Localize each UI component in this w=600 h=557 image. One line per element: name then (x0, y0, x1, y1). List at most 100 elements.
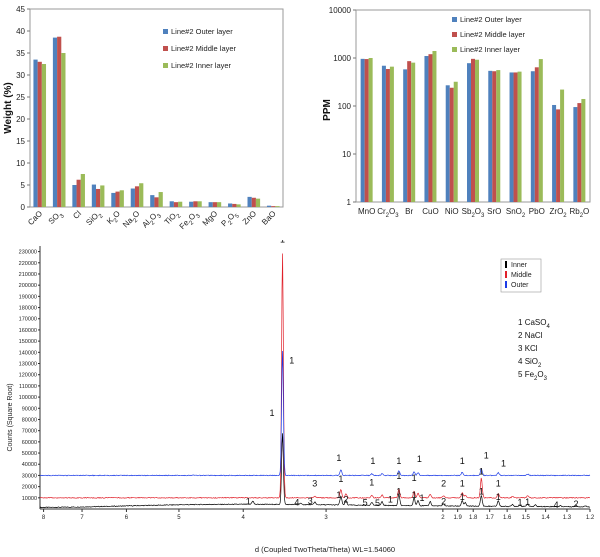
peak-annotation: 1 (496, 492, 501, 502)
x-tick-label: SO3 (47, 209, 66, 228)
bar (193, 201, 198, 207)
peak-annotation: 1 (412, 490, 417, 500)
phase-key-entry: 2 NaCl (518, 331, 543, 340)
x-tick-label: 7 (80, 515, 84, 521)
y-tick-label: 30000 (22, 473, 37, 479)
bar (509, 72, 514, 203)
phase-key-entry: 4 SiO2 (518, 357, 542, 369)
y-tick-label: 230000 (19, 250, 37, 256)
y-tick-label: 80000 (22, 417, 37, 423)
x-tick-label: 1.6 (503, 515, 512, 521)
bar (189, 201, 194, 207)
x-tick-label: 8 (42, 515, 46, 521)
peak-annotation: 3 (312, 479, 317, 489)
bar (467, 63, 471, 202)
bar (403, 69, 408, 202)
legend-swatch (452, 17, 457, 22)
y-tick-label: 40000 (22, 462, 37, 468)
bar (517, 71, 522, 202)
bar (100, 185, 105, 207)
peak-annotation: 1 (336, 453, 341, 463)
y-tick-label: 180000 (19, 306, 37, 312)
peak-annotation: 1 (484, 451, 489, 461)
bar (57, 36, 62, 207)
bar (37, 61, 42, 207)
bar (360, 58, 365, 202)
y-tick-label: 1000 (333, 54, 351, 63)
bar (197, 201, 202, 207)
x-tick-label: ZnO (241, 209, 258, 226)
bar (381, 65, 386, 202)
x-tick-label: 6 (125, 515, 129, 521)
y-tick-label: 25 (16, 93, 25, 102)
weight-percent-bar-chart: 0 5 10 15 20 25 30 35 40 45 Weight (%) CaO SO3 Cl SiO2… (3, 5, 284, 234)
bar (80, 174, 85, 207)
y-tick-label: 200000 (19, 283, 37, 289)
x-tick-label: 2 (441, 515, 445, 521)
bar (389, 66, 394, 202)
y-tick-label: 45 (16, 5, 25, 14)
legend-entry: Line#2 Inner layer (171, 61, 232, 70)
bar (130, 188, 135, 207)
y-tick-label: 10000 (22, 496, 37, 502)
y-tick-label: 10 (342, 150, 351, 159)
peak-annotation: 1 (269, 408, 274, 418)
y-tick-label: 120000 (19, 373, 37, 379)
x-tick-label: Cr2O3 (377, 207, 399, 219)
legend-swatch (505, 281, 507, 288)
legend-swatch (505, 261, 507, 268)
xrd-trace-inner (39, 433, 591, 509)
peak-annotation: 1 (501, 458, 506, 468)
bar (368, 58, 373, 202)
peak-annotation: 1 (479, 466, 484, 476)
x-tick-label: 1.8 (469, 515, 478, 521)
xrd-trace-middle (40, 253, 591, 499)
bar (91, 184, 97, 207)
peak-annotation: 1 (280, 240, 285, 245)
bar (52, 37, 58, 207)
y-tick-label: 5 (21, 181, 26, 190)
peak-annotation: 1 (396, 486, 401, 496)
x-tick-label: PbO (529, 207, 545, 216)
bar (139, 183, 144, 207)
y-tick-label: 190000 (19, 294, 37, 300)
x-tick-label: 1.2 (586, 515, 595, 521)
legend-entry: Line#2 Middle layer (171, 44, 237, 53)
x-tick-label: SiO2 (84, 209, 105, 230)
bar (471, 58, 475, 202)
bar (33, 59, 38, 207)
bar (573, 107, 578, 202)
legend-entry: Line#2 Outer layer (171, 27, 233, 36)
y-axis-label: Counts (Square Root) (7, 383, 14, 451)
y-tick-label: 110000 (19, 384, 37, 390)
x-tick-label: BaO (260, 209, 278, 227)
peak-annotation: 4 (294, 498, 299, 508)
peak-annotation: 1 (396, 471, 401, 481)
bar (407, 61, 412, 202)
x-tick-label: Sb2O3 (462, 207, 485, 219)
legend-swatch (452, 32, 457, 37)
x-tick-label: 1.5 (522, 515, 531, 521)
peak-annotation: 1 (460, 456, 465, 466)
bar (488, 70, 493, 203)
y-tick-label: 20000 (22, 485, 37, 491)
x-tick-label: 4 (242, 515, 246, 521)
x-tick-label: 1.4 (541, 515, 550, 521)
bar (424, 56, 429, 202)
x-tick-label: SrO (487, 207, 501, 216)
bar (115, 191, 120, 207)
y-tick-label: 140000 (19, 350, 37, 356)
x-tick-label: 1.7 (486, 515, 495, 521)
x-tick-label: Fe2O3 (178, 209, 203, 234)
x-tick-label: 5 (177, 515, 181, 521)
peak-annotation: 4 (554, 500, 559, 510)
y-axis-label: Weight (%) (3, 82, 14, 133)
bar (445, 85, 450, 202)
bar (449, 87, 454, 202)
peak-annotation: 2 (441, 479, 446, 489)
peak-annotation: 1 (420, 493, 425, 503)
bar (212, 202, 217, 207)
phase-key-entry: 3 KCl (518, 344, 538, 353)
x-tick-label: Rb2O (569, 207, 589, 219)
